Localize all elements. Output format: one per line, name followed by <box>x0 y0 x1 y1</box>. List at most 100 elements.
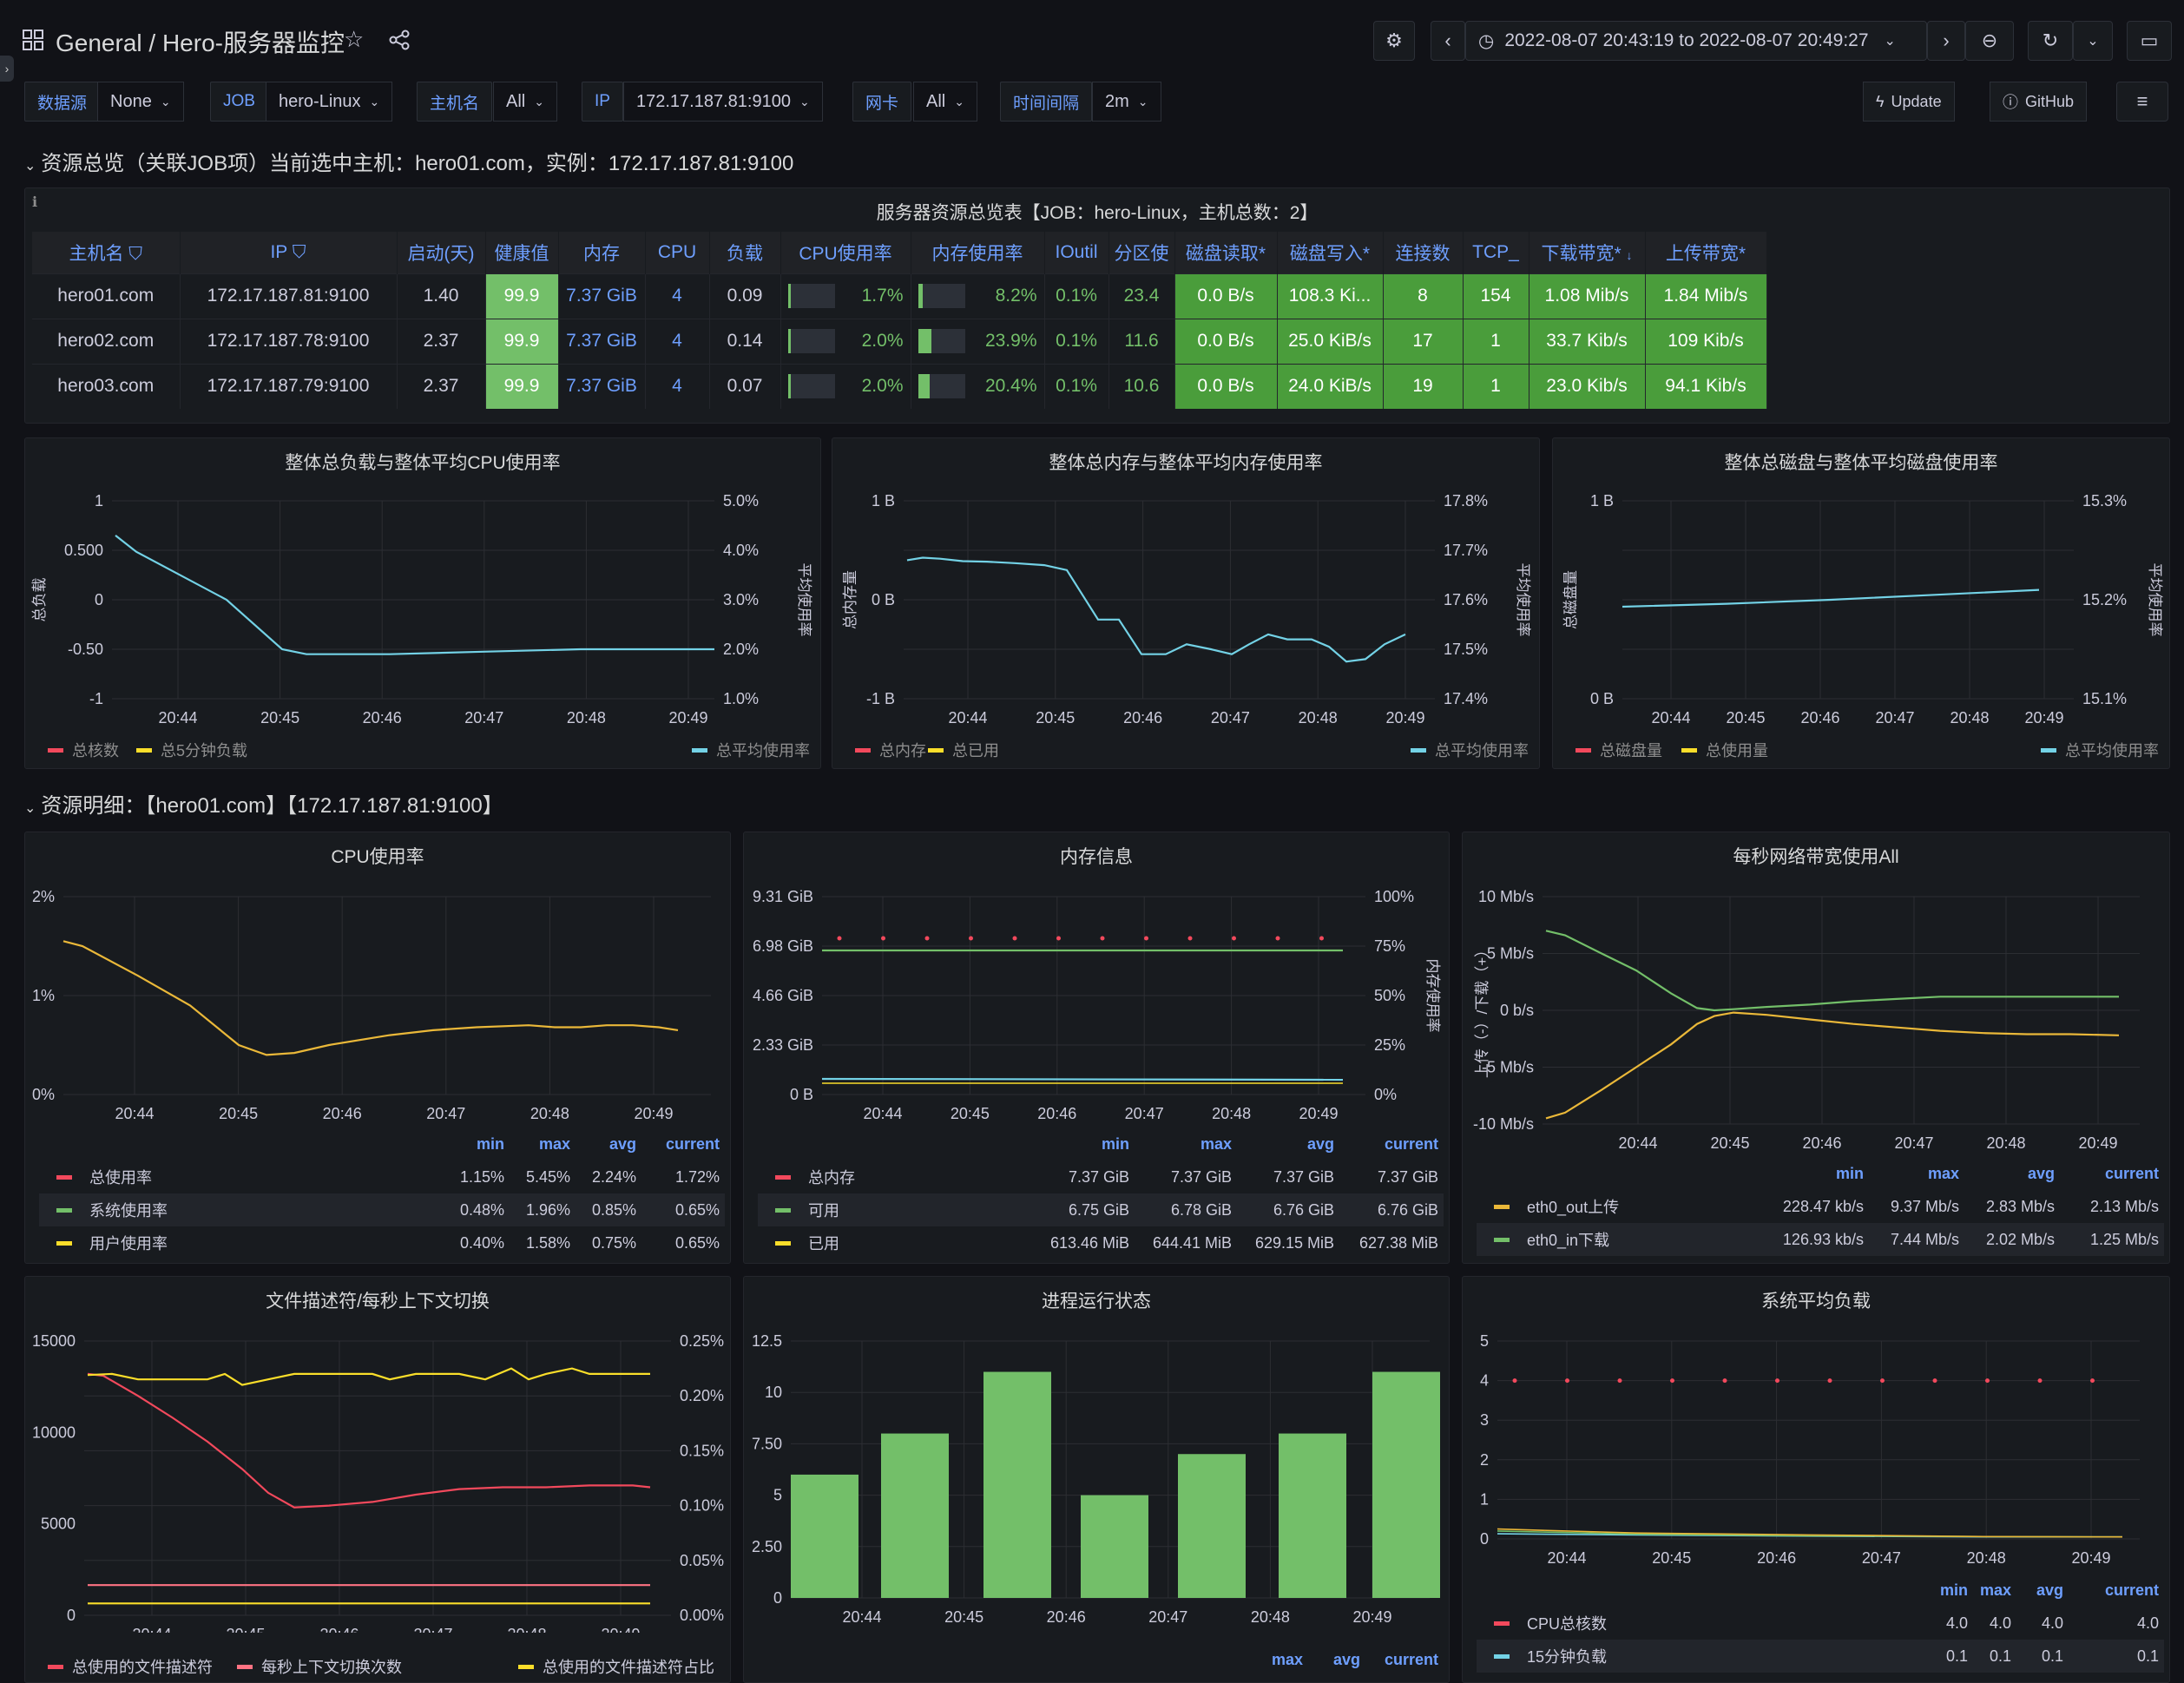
legend-col-header[interactable]: current <box>2104 1164 2159 1182</box>
col-header[interactable]: TCP_ <box>1463 232 1529 273</box>
col-header[interactable]: 内存使用率 <box>911 232 1045 273</box>
col-header[interactable]: 启动(天) <box>397 232 486 273</box>
legend-label: 系统使用率 <box>89 1202 168 1220</box>
col-header[interactable]: CPU使用率 <box>780 232 911 273</box>
col-header[interactable]: IOutil <box>1044 232 1109 273</box>
legend-row[interactable]: 总内存 7.37 GiB 7.37 GiB 7.37 GiB 7.37 GiB <box>758 1160 1444 1193</box>
legend-item[interactable]: 总使用的文件描述符 <box>48 1655 213 1678</box>
legend-row[interactable]: 可用 6.75 GiB 6.78 GiB 6.76 GiB 6.76 GiB <box>758 1193 1444 1226</box>
legend-row[interactable]: 系统使用率 0.48% 1.96% 0.85% 0.65% <box>39 1193 725 1226</box>
refresh-icon[interactable]: ↻ <box>2028 21 2073 61</box>
legend-col-header[interactable]: current <box>1384 1650 1438 1668</box>
legend-item[interactable]: 总核数 <box>48 739 119 761</box>
legend-col-header[interactable]: avg <box>1332 1650 1360 1668</box>
col-header[interactable]: 负载 <box>709 232 781 273</box>
y2-tick-label: 0.05% <box>680 1552 724 1569</box>
col-header[interactable]: 磁盘读取* <box>1174 232 1278 273</box>
legend-item[interactable]: 总使用量 <box>1681 739 1768 761</box>
legend-row[interactable]: 总使用率 1.15% 5.45% 2.24% 1.72% <box>39 1160 725 1193</box>
share-icon[interactable] <box>389 30 410 50</box>
col-header[interactable]: CPU <box>645 232 710 273</box>
legend-col-header[interactable]: avg <box>2036 1581 2063 1599</box>
breadcrumb[interactable]: General / Hero-服务器监控 <box>56 30 345 56</box>
time-forward-button[interactable]: › <box>1927 21 1965 61</box>
legend-item[interactable]: 总内存 <box>855 739 926 761</box>
time-range-picker[interactable]: ◷ 2022-08-07 20:43:19 to 2022-08-07 20:4… <box>1465 21 1927 61</box>
table-row[interactable]: hero03.com 172.17.187.79:9100 2.37 99.9 7.37… <box>32 363 1767 409</box>
update-link-button[interactable]: ϟ Update <box>1863 82 1955 122</box>
legend-row[interactable]: eth0_in下载 126.93 kb/s 7.44 Mb/s 2.02 Mb/s 1.… <box>1477 1223 2164 1256</box>
col-header[interactable]: 分区使 <box>1108 232 1175 273</box>
table-row[interactable]: hero01.com 172.17.187.81:9100 1.40 99.9 7.37… <box>32 273 1767 319</box>
legend-value: 1.96% <box>525 1200 570 1219</box>
zoom-out-icon[interactable]: ⊖ <box>1965 21 2014 61</box>
gauge-fill <box>918 284 923 308</box>
legend-col-header[interactable]: max <box>1271 1650 1303 1668</box>
var-job-select[interactable]: hero-Linux ⌄ <box>266 82 393 122</box>
legend-col-header[interactable]: current <box>665 1134 720 1153</box>
legend-item[interactable]: 总平均使用率 <box>2041 739 2159 761</box>
legend-item[interactable]: 总已用 <box>928 739 999 761</box>
col-header[interactable]: 健康值 <box>485 232 559 273</box>
y-tick-label: 2.50 <box>752 1538 782 1555</box>
legend-item[interactable]: 总磁盘量 <box>1576 739 1662 761</box>
var-hostname-select[interactable]: All ⌄ <box>493 82 557 122</box>
legend-item[interactable]: 总平均使用率 <box>1411 739 1529 761</box>
var-interval-select[interactable]: 2m ⌄ <box>1092 82 1161 122</box>
legend-col-header[interactable]: current <box>1384 1134 1438 1153</box>
filter-icon[interactable]: ⛉ <box>128 243 143 264</box>
legend-col-header[interactable]: avg <box>2027 1164 2055 1182</box>
hamburger-menu-icon[interactable]: ≡ <box>2116 82 2168 122</box>
col-header[interactable]: 内存 <box>558 232 646 273</box>
col-header[interactable]: 下载带宽* ↓ <box>1529 232 1646 273</box>
y2-tick-label: 15.3% <box>2082 492 2127 510</box>
table-cell: 0.1% <box>1044 318 1109 364</box>
table-cell: 0.1% <box>1044 363 1109 409</box>
var-nic-select[interactable]: All ⌄ <box>913 82 977 122</box>
var-datasource-select[interactable]: None ⌄ <box>97 82 184 122</box>
legend-col-header[interactable]: avg <box>608 1134 636 1153</box>
legend-col-header[interactable]: current <box>2104 1581 2159 1599</box>
legend-col-header[interactable]: max <box>1927 1164 1959 1182</box>
col-header[interactable]: IP ⛉ <box>180 232 398 273</box>
legend-col-header[interactable]: max <box>1200 1134 1232 1153</box>
y-tick-label: 2.33 GiB <box>753 1036 813 1054</box>
col-header[interactable]: 主机名 ⛉ <box>32 232 181 273</box>
legend-col-header[interactable]: avg <box>1306 1134 1334 1153</box>
filter-icon[interactable]: ⛉ <box>292 241 306 262</box>
legend-item[interactable]: 总使用的文件描述符占比 <box>518 1655 714 1678</box>
table-row[interactable]: hero02.com 172.17.187.78:9100 2.37 99.9 7.37… <box>32 318 1767 364</box>
sidebar-expand-icon[interactable]: › <box>0 56 14 82</box>
update-link-label: Update <box>1891 92 1942 110</box>
time-back-button[interactable]: ‹ <box>1431 21 1465 61</box>
row-detail-title[interactable]: ⌄ 资源明细：【hero01.com】【172.17.187.81:9100】 <box>24 788 503 818</box>
legend-col-header[interactable]: min <box>1835 1164 1864 1182</box>
legend-item[interactable]: 总平均使用率 <box>692 739 810 761</box>
col-header[interactable]: 上传带宽* <box>1645 232 1767 273</box>
settings-gear-icon[interactable]: ⚙ <box>1373 21 1415 61</box>
github-link-button[interactable]: ⓘ GitHub <box>1990 82 2088 122</box>
legend-col-header[interactable]: max <box>538 1134 570 1153</box>
legend-item[interactable]: 每秒上下文切换次数 <box>237 1655 402 1678</box>
tv-mode-icon[interactable]: ▭ <box>2127 21 2172 61</box>
legend-item[interactable]: 总5分钟负载 <box>136 739 247 761</box>
var-ip-select[interactable]: 172.17.187.81:9100 ⌄ <box>623 82 823 122</box>
col-header[interactable]: 连接数 <box>1383 232 1464 273</box>
legend-col-header[interactable]: min <box>1101 1134 1129 1153</box>
refresh-interval-chevron-icon[interactable]: ⌄ <box>2073 21 2113 61</box>
col-header[interactable]: 磁盘写入* <box>1277 232 1384 273</box>
star-icon[interactable]: ☆ <box>344 26 365 52</box>
legend-row[interactable]: 已用 613.46 MiB 644.41 MiB 629.15 MiB 627.38 M… <box>758 1226 1444 1259</box>
legend-col-header[interactable]: max <box>1979 1581 2011 1599</box>
legend-col-header[interactable]: min <box>476 1134 504 1153</box>
table-cell: 33.7 Kib/s <box>1529 318 1646 364</box>
row-overview-title[interactable]: ⌄ 资源总览（关联JOB项）当前选中主机：hero01.com，实例：172.17… <box>24 146 793 176</box>
legend-row[interactable]: 15分钟负载 0.1 0.1 0.1 0.1 <box>1477 1640 2164 1673</box>
apps-grid-icon[interactable] <box>23 30 43 50</box>
legend-row[interactable]: 用户使用率 0.40% 1.58% 0.75% 0.65% <box>39 1226 725 1259</box>
legend-col-header[interactable]: min <box>1939 1581 1968 1599</box>
legend-row[interactable]: eth0_out上传 228.47 kb/s 9.37 Mb/s 2.83 Mb/s 2… <box>1477 1190 2164 1223</box>
y2-tick-label: 17.8% <box>1444 492 1488 510</box>
legend-row[interactable]: CPU总核数 4.0 4.0 4.0 4.0 <box>1477 1607 2164 1640</box>
info-icon[interactable]: ℹ <box>32 195 38 210</box>
